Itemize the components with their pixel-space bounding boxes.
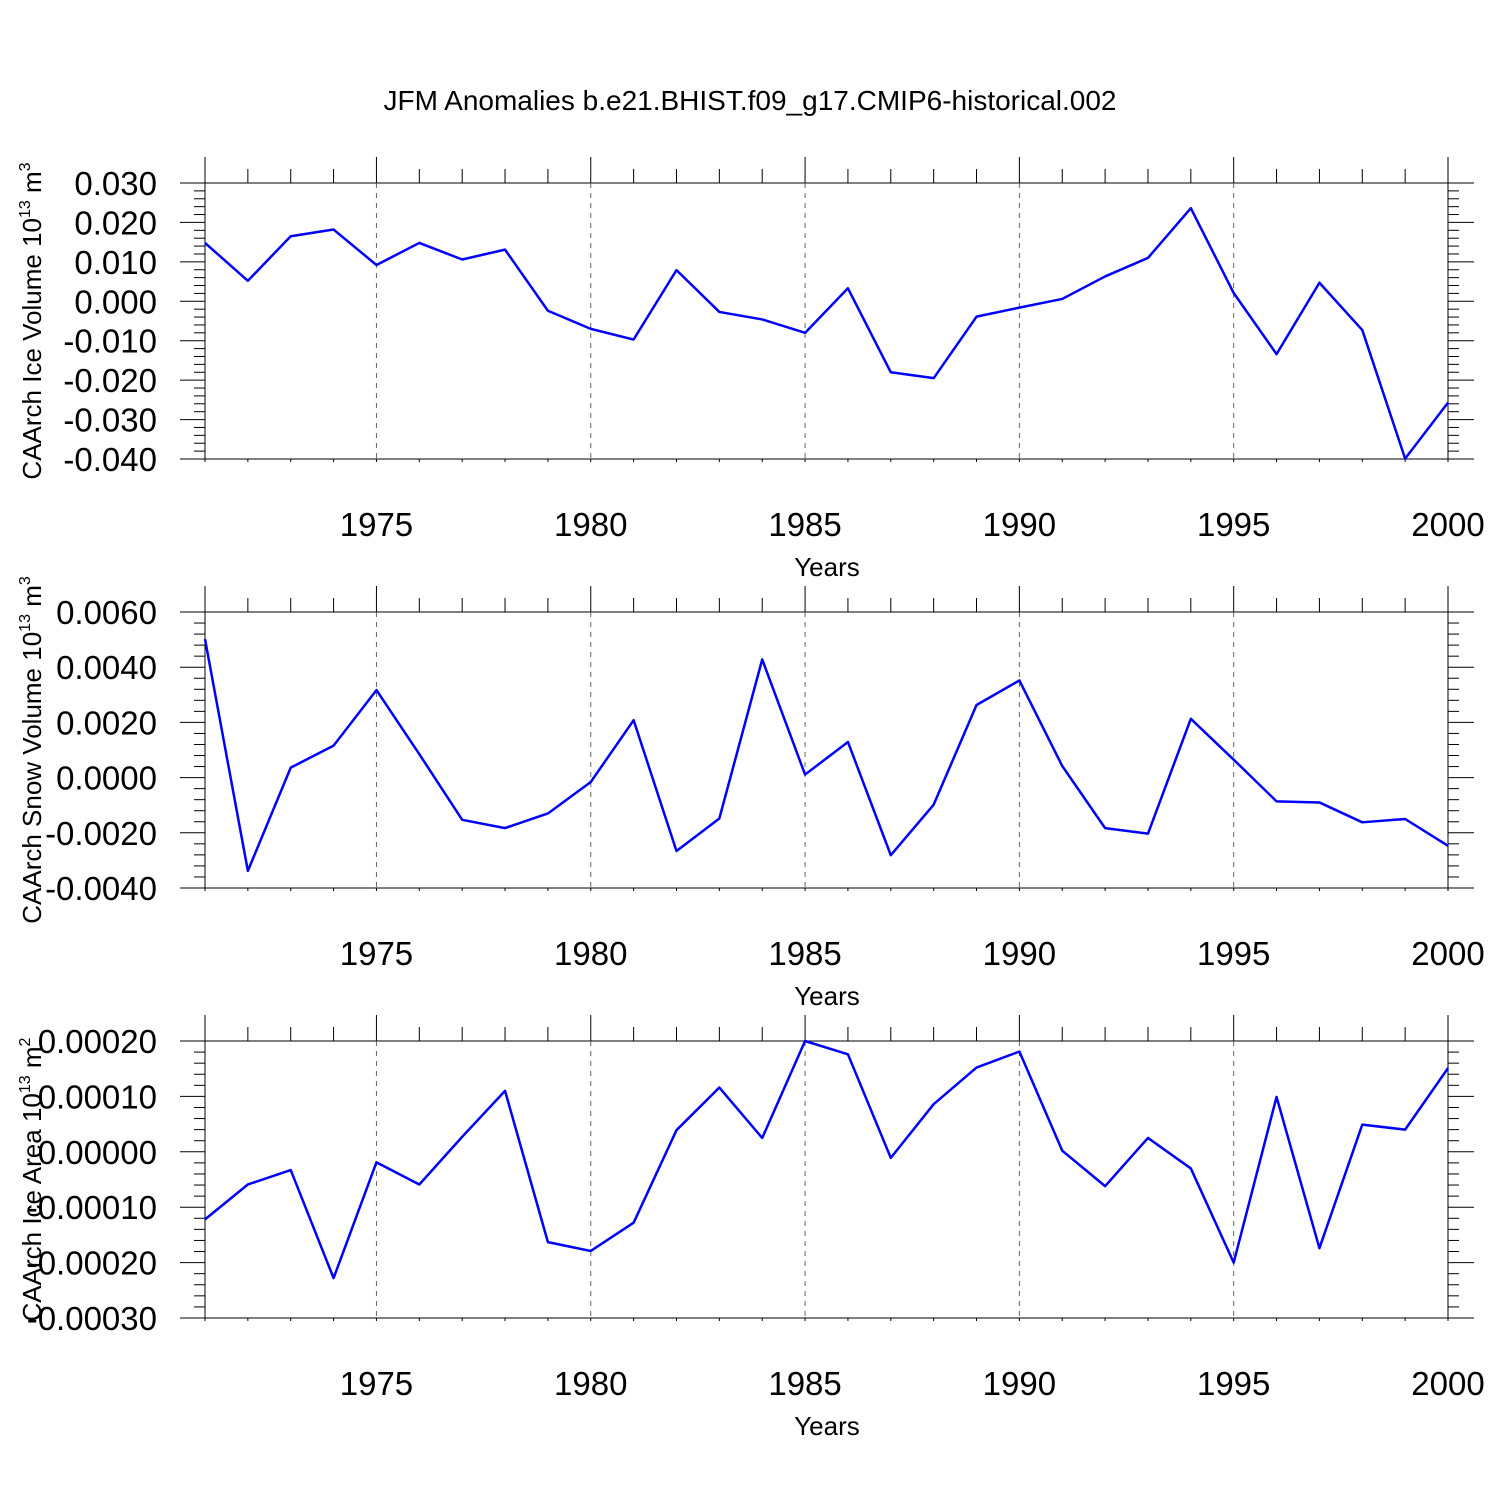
x-tick-label: 1990	[983, 1365, 1056, 1402]
x-tick-label: 1990	[983, 935, 1056, 972]
y-tick-label: 0.030	[74, 165, 157, 202]
chart-panel-3: 0.00020 0.00010 0.00000 -0.00010 -0.00020 -0.…	[17, 1015, 1485, 1441]
chart-panel-2: 0.0060 0.0040 0.0020 0.0000 -0.0020 -0.0040 19…	[17, 576, 1485, 1011]
y-axis-label-text: CAArch Ice Area 10	[17, 1093, 47, 1321]
y-axis-label-exponent: 13	[17, 1075, 34, 1093]
x-tick-label: 1995	[1197, 506, 1270, 543]
series-line	[203, 638, 1449, 873]
x-tick-label: 1995	[1197, 935, 1270, 972]
x-axis-label: Years	[794, 1411, 860, 1441]
x-tick-label: 1995	[1197, 1365, 1270, 1402]
y-axis-label-unit: m	[17, 171, 47, 200]
y-axis-label-text: CAArch Ice Volume 10	[17, 218, 47, 480]
y-tick-label: 0.0040	[56, 649, 157, 686]
chart-title: JFM Anomalies b.e21.BHIST.f09_g17.CMIP6-…	[383, 85, 1116, 116]
y-axis-label-unit: m	[17, 1046, 47, 1075]
y-axis-label: CAArch Ice Volume 1013 m3	[17, 162, 47, 479]
x-axis-label: Years	[794, 552, 860, 582]
y-tick-label: 0.0000	[56, 760, 157, 797]
x-tick-label: 1975	[340, 935, 413, 972]
y-tick-label: 0.0020	[56, 704, 157, 741]
x-tick-label: 2000	[1411, 1365, 1484, 1402]
panels-container: 0.0300.0200.0100.000-0.010-0.020-0.030-0…	[17, 157, 1485, 1441]
y-tick-label: -0.00020	[27, 1245, 157, 1282]
x-tick-label: 1980	[554, 506, 627, 543]
y-tick-label: -0.020	[63, 362, 157, 399]
y-axis-label-text: CAArch Snow Volume 10	[17, 632, 47, 924]
x-axis-label: Years	[794, 981, 860, 1011]
y-tick-label: -0.0040	[45, 870, 157, 907]
y-axis-label-exponent: 13	[17, 200, 34, 218]
y-axis-label-unit: m	[17, 585, 47, 614]
y-tick-label: 0.00020	[38, 1023, 157, 1060]
series-line	[204, 206, 1449, 460]
y-tick-label: 0.00000	[38, 1134, 157, 1171]
y-axis-label-unit-exponent: 3	[17, 162, 34, 171]
series-line	[204, 1039, 1450, 1280]
x-tick-label: 1990	[983, 506, 1056, 543]
y-axis-label: CAArch Snow Volume 1013 m3	[17, 576, 47, 924]
y-tick-label: -0.040	[63, 441, 157, 478]
y-axis-label-unit-exponent: 2	[17, 1037, 34, 1046]
x-tick-label: 1985	[768, 1365, 841, 1402]
y-tick-label: -0.0020	[45, 815, 157, 852]
y-axis-label: CAArch Ice Area 1013 m2	[17, 1037, 47, 1321]
y-tick-label: -0.010	[63, 323, 157, 360]
y-tick-label: 0.00010	[38, 1078, 157, 1115]
x-tick-label: 1985	[768, 506, 841, 543]
y-tick-label: 0.0060	[56, 594, 157, 631]
y-tick-label: -0.00010	[27, 1189, 157, 1226]
x-tick-label: 1980	[554, 935, 627, 972]
x-tick-label: 1975	[340, 506, 413, 543]
y-axis-label-unit-exponent: 3	[17, 576, 34, 585]
x-tick-label: 2000	[1411, 935, 1484, 972]
y-tick-label: 0.000	[74, 283, 157, 320]
x-tick-label: 1985	[768, 935, 841, 972]
y-tick-label: 0.010	[74, 244, 157, 281]
y-tick-label: -0.00030	[27, 1300, 157, 1337]
y-tick-label: 0.020	[74, 204, 157, 241]
x-tick-label: 1975	[340, 1365, 413, 1402]
chart-panel-1: 0.0300.0200.0100.000-0.010-0.020-0.030-0…	[17, 157, 1485, 582]
y-tick-label: -0.030	[63, 402, 157, 439]
y-axis-label-exponent: 13	[17, 614, 34, 632]
x-tick-label: 1980	[554, 1365, 627, 1402]
x-tick-label: 2000	[1411, 506, 1484, 543]
